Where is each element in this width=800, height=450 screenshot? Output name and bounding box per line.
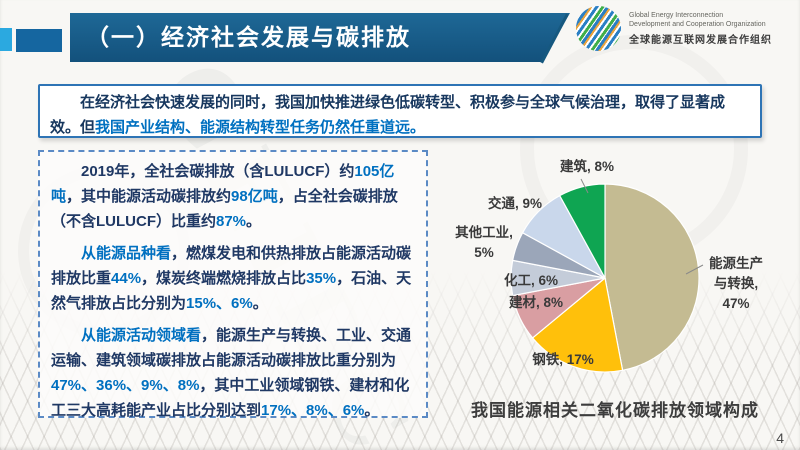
body-text: ，燃煤发电和供热排放占能源活动碳排放比重 [51, 245, 412, 287]
paragraph-total-emissions: 2019年，全社会碳排放（含LULUCF）约105亿吨，其中能源活动碳排放约98… [51, 159, 415, 234]
logo-name-en-line1: Global Energy Interconnection [629, 12, 724, 19]
body-text: ，石油、天然气排放占比分别为 [51, 270, 412, 312]
pie-label-化工: 化工, 6% [503, 273, 559, 288]
chart-caption: 我国能源相关二氧化碳排放领域构成 [471, 401, 759, 420]
highlight-text: 35% [306, 270, 337, 287]
summary-paragraph: 在经济社会快速发展的同时，我国加快推进绿色低碳转型、积极参与全球气候治理，取得了… [50, 90, 750, 140]
highlight-text: 15%、6% [186, 295, 253, 312]
body-text: ，占全社会碳排放（不含LULUCF）比重约 [51, 188, 398, 230]
body-text: ，其中工业领域钢铁、建材和化工三大高耗能产业占比分别达到 [51, 377, 410, 419]
page-number: 4 [776, 430, 784, 446]
highlight-text: 47%、36%、9%、8% [51, 377, 200, 394]
highlight-text: 从能源活动领域看 [81, 327, 202, 344]
body-text: 但 [80, 119, 96, 136]
geidco-globe-icon [576, 6, 621, 51]
pie-label-交通: 交通, 9% [487, 196, 543, 211]
body-text: 在经济社会快速发展的同时，我国加快推进绿色低碳转型、积极参与全球气候治理，取得了… [50, 94, 726, 136]
pie-label-建筑: 建筑, 8% [559, 159, 615, 174]
highlight-text: 87% [216, 213, 247, 230]
highlight-text: 17%、8%、6% [261, 402, 365, 419]
pie-label-其他工业: 其他工业, 5% [455, 225, 513, 260]
header-accent-blue [16, 29, 62, 52]
highlight-text: 98亿吨 [231, 188, 278, 205]
logo-text: Global Energy Interconnection Developmen… [629, 11, 772, 46]
highlight-text: 44% [111, 270, 142, 287]
paragraph-by-energy-type: 从能源品种看，燃煤发电和供热排放占能源活动碳排放比重44%，煤炭终端燃烧排放占比… [51, 241, 415, 316]
page-title: （一）经济社会发展与碳排放 [86, 24, 411, 50]
highlight-text: 105亿吨 [51, 163, 395, 205]
body-text: 。 [252, 295, 268, 312]
logo-name-en-line2: Development and Cooperation Organization [629, 21, 766, 28]
summary-box: 在经济社会快速发展的同时，我国加快推进绿色低碳转型、积极参与全球气候治理，取得了… [38, 84, 762, 138]
body-text: 2019年，全社会碳排放（含LULUCF）约 [81, 163, 355, 180]
pie-chart-svg [510, 178, 704, 373]
pie-slice-钢铁 [531, 276, 624, 373]
highlight-text: 我国产业结构、能源结构转型任务仍然任重道远。 [95, 119, 426, 136]
body-text: 。 [364, 402, 380, 419]
body-text: ，能源生产与转换、工业、交通运输、建筑领域碳排放占能源活动碳排放比重分别为 [51, 327, 412, 369]
logo-name-zh: 全球能源互联网发展合作组织 [629, 35, 772, 46]
pie-slice-能源生产与转换 [604, 183, 700, 372]
label-leader-line [685, 264, 704, 275]
pie-chart: 我国能源相关二氧化碳排放领域构成 能源生产 与转换, 47% 钢铁, 17% 建材, 8… [435, 150, 795, 435]
highlight-text: 从能源品种看 [81, 245, 172, 262]
paragraph-by-activity-sector: 从能源活动领域看，能源生产与转换、工业、交通运输、建筑领域碳排放占能源活动碳排放… [51, 323, 415, 423]
pie-slice-建筑 [558, 183, 606, 279]
body-text: 。 [246, 213, 262, 230]
pie-label-钢铁: 钢铁, 17% [532, 352, 594, 367]
pie-label-能源生产与转换: 能源生产 与转换, 47% [709, 256, 763, 311]
body-text: ，其中能源活动碳排放约 [66, 188, 232, 205]
organization-logo: Global Energy Interconnection Developmen… [576, 6, 772, 51]
label-leader-line [580, 178, 589, 194]
pie-label-建材: 建材, 8% [508, 295, 564, 310]
header-accent-cyan [0, 28, 12, 51]
body-text: ，煤炭终端燃烧排放占比 [141, 270, 307, 287]
statistics-panel: 2019年，全社会碳排放（含LULUCF）约105亿吨，其中能源活动碳排放约98… [38, 150, 428, 419]
title-banner: （一）经济社会发展与碳排放 [70, 13, 570, 62]
